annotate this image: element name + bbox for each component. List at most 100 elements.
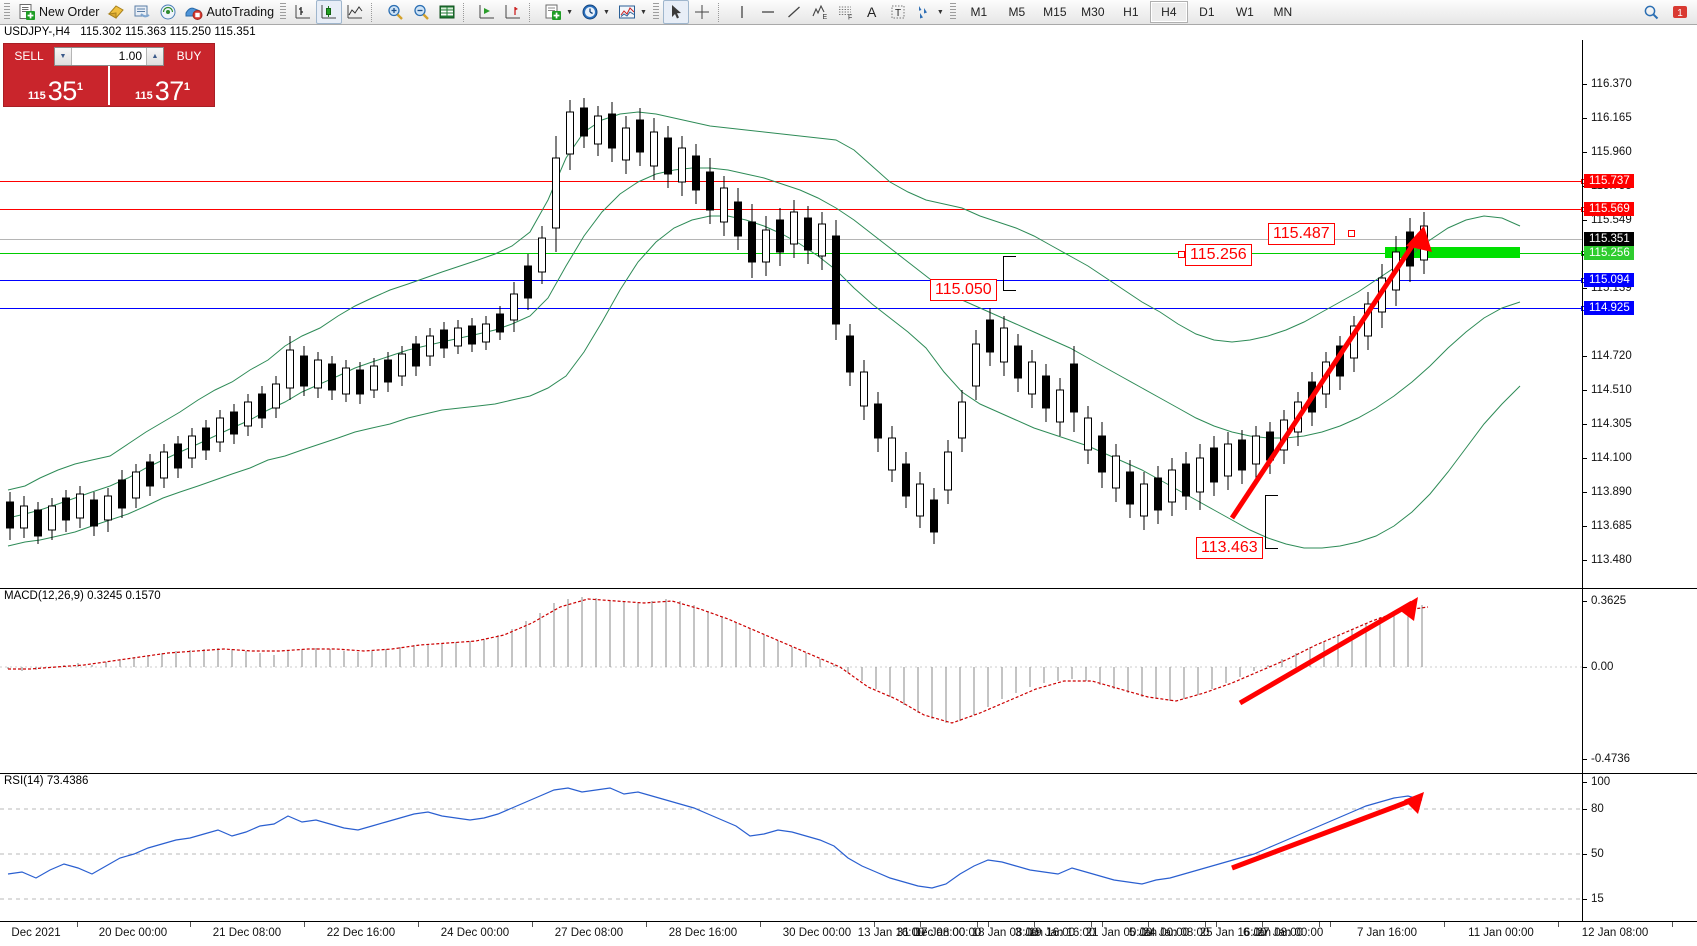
time-separator [1318, 922, 1320, 927]
auto-scroll-button[interactable] [474, 0, 500, 24]
time-separator [646, 922, 647, 927]
zoom-out-icon [414, 4, 429, 20]
timeframe-d1[interactable]: D1 [1199, 5, 1215, 19]
timeframe-m15[interactable]: M15 [1043, 5, 1067, 19]
strategy-tester-button[interactable] [155, 0, 181, 24]
chevron-down-icon[interactable]: ▼ [639, 8, 647, 16]
zoom-out-button[interactable] [408, 0, 434, 24]
search-icon [1644, 5, 1659, 20]
timeframe-m5[interactable]: M5 [1008, 5, 1026, 19]
indicators-button[interactable]: ▼ [614, 0, 651, 24]
price-plot-area[interactable]: 115.487 115.256 115.050 113.463 [0, 40, 1697, 588]
price-pane[interactable]: 115.487 115.256 115.050 113.463 116.370 … [0, 40, 1697, 588]
price-tag-anchor[interactable] [1348, 230, 1355, 237]
new-order-button[interactable]: New Order [14, 0, 103, 24]
vertical-line-tool[interactable] [729, 0, 755, 24]
time-label: 21 Jan 00:00 [1085, 927, 1153, 939]
chart-shift-button[interactable] [500, 0, 526, 24]
price-tag-113463[interactable]: 113.463 [1196, 537, 1263, 559]
macd-axis[interactable]: 0.3625 0.00 -0.4736 [1582, 589, 1697, 774]
price-tag-115256[interactable]: 115.256 [1185, 244, 1252, 266]
notifications-button[interactable]: 1 [1667, 0, 1693, 24]
macd-tick-max: 0.3625 [1583, 595, 1626, 607]
buy-price-prefix: 115 [135, 90, 153, 102]
macd-tick-min: -0.4736 [1583, 753, 1630, 765]
timeframe-w1[interactable]: W1 [1235, 5, 1254, 19]
bar-chart-button[interactable] [290, 0, 316, 24]
macd-signal-line [8, 598, 1429, 724]
terminal-button[interactable] [129, 0, 155, 24]
time-label: 27 Dec 08:00 [554, 927, 624, 939]
sell-label[interactable]: SELL [14, 49, 44, 63]
volume-value[interactable]: 1.00 [118, 48, 142, 63]
line-chart-button[interactable] [342, 0, 368, 24]
zoom-in-button[interactable] [382, 0, 408, 24]
rsi-axis[interactable]: 100 80 50 15 [1582, 774, 1697, 922]
text-box-tool[interactable]: T [885, 0, 911, 24]
shapes-tool[interactable]: ▼ [911, 0, 948, 24]
time-separator [304, 922, 305, 927]
crosshair-tool[interactable] [689, 0, 715, 24]
chevron-down-icon[interactable]: ▼ [603, 8, 610, 16]
trendline-tool[interactable] [781, 0, 807, 24]
text-tool[interactable]: A [859, 0, 885, 24]
toolbar-grip-2[interactable] [280, 3, 287, 21]
price-tag-anchor[interactable] [1178, 251, 1185, 258]
data-window-button[interactable] [434, 0, 460, 24]
candlestick-chart-button[interactable] [316, 0, 343, 24]
rsi-pane[interactable]: RSI(14) 73.4386 100 80 50 15 [0, 773, 1697, 922]
autotrading-label: AutoTrading [206, 5, 275, 19]
time-separator [988, 922, 989, 927]
cursor-tool[interactable] [662, 0, 689, 24]
chevron-down-icon[interactable]: ▼ [936, 8, 944, 16]
timeframe-h1[interactable]: H1 [1123, 5, 1139, 19]
price-axis[interactable]: 116.370 116.165 115.960 115.755 115.549 … [1582, 40, 1697, 588]
timeframe-h4[interactable]: H4 [1149, 1, 1188, 23]
svg-text:F: F [848, 15, 852, 22]
chart-window[interactable]: USDJPY-,H4 115.302 115.363 115.250 115.3… [0, 25, 1697, 946]
oct-top-row: SELL ▼ 1.00 ▲ BUY [4, 44, 214, 66]
price-tag-115487[interactable]: 115.487 [1268, 223, 1335, 245]
volume-down-button[interactable]: ▼ [55, 47, 72, 65]
fibonacci-tool[interactable]: F [833, 0, 859, 24]
toolbar-grip-4[interactable] [949, 3, 956, 21]
timeframe-m30[interactable]: M30 [1081, 5, 1105, 19]
timeframe-m1[interactable]: M1 [970, 5, 988, 19]
autotrading-button[interactable]: AutoTrading [181, 0, 278, 24]
main-toolbar: New Order [0, 0, 1697, 25]
text-box-icon: T [891, 5, 905, 19]
one-click-trading-panel[interactable]: SELL ▼ 1.00 ▲ BUY 115 35 1 115 37 [3, 43, 215, 107]
toolbar-grip-3[interactable] [652, 3, 659, 21]
period-button[interactable]: ▼ [577, 0, 614, 24]
sell-price-button[interactable]: 115 35 1 [5, 66, 106, 105]
chevron-down-icon[interactable]: ▼ [566, 8, 574, 16]
time-label: 21 Dec 08:00 [212, 927, 282, 939]
macd-histogram [7, 597, 1423, 723]
macd-plot-area[interactable] [0, 589, 1697, 774]
toolbar-right-group: 1 [1638, 0, 1697, 24]
toolbar-grip-1[interactable] [4, 3, 10, 21]
axis-tick: 114.100 [1583, 452, 1632, 464]
horizontal-line-tool[interactable] [755, 0, 781, 24]
volume-up-button[interactable]: ▲ [146, 47, 163, 65]
rsi-plot-area[interactable] [0, 774, 1697, 922]
elliott-wave-tool[interactable]: E [807, 0, 833, 24]
trendline-icon [787, 6, 800, 18]
target-zone-marker[interactable] [1385, 247, 1520, 258]
search-button[interactable] [1638, 0, 1664, 24]
time-label: 18 Jan 08:00 [971, 927, 1039, 939]
price-tag-115050[interactable]: 115.050 [930, 279, 997, 301]
volume-stepper[interactable]: ▼ 1.00 ▲ [54, 46, 164, 66]
buy-price-button[interactable]: 115 37 1 [112, 66, 213, 105]
chart-shift-icon [505, 5, 521, 19]
macd-pane[interactable]: MACD(12,26,9) 0.3245 0.1570 [0, 588, 1697, 774]
buy-label[interactable]: BUY [176, 49, 202, 63]
timeframe-mn[interactable]: MN [1273, 5, 1293, 19]
crosshair-icon [694, 5, 709, 19]
time-axis[interactable]: Dec 2021 20 Dec 00:00 21 Dec 08:00 22 De… [0, 921, 1697, 946]
templates-button[interactable]: ▼ [540, 0, 577, 24]
terminal-icon [134, 5, 151, 18]
metaeditor-button[interactable] [103, 0, 129, 24]
toolbar-separator-3 [529, 2, 537, 22]
elliott-wave-icon: E [812, 4, 827, 21]
